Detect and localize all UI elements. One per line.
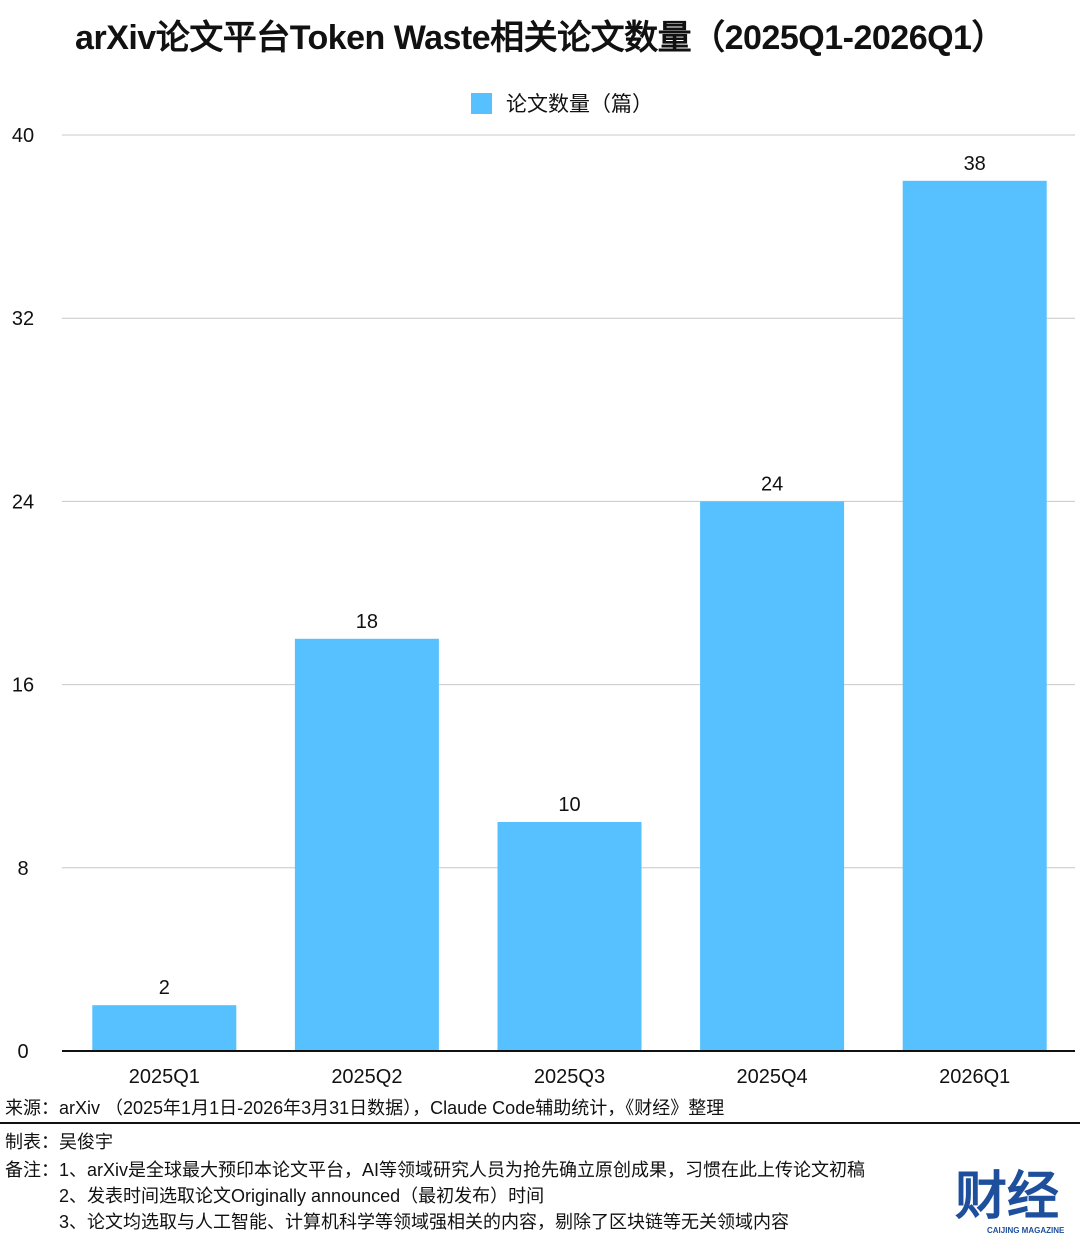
bar [294, 638, 439, 1051]
legend-label: 论文数量（篇） [506, 93, 653, 116]
y-tick-label: 16 [12, 675, 34, 697]
note-2: 2、发表时间选取论文Originally announced（最初发布）时间 [59, 1186, 545, 1206]
note-3: 3、论文均选取与人工智能、计算机科学等领域强相关的内容，剔除了区块链等无关领域内… [59, 1212, 790, 1232]
y-tick-label: 8 [17, 858, 28, 880]
plot-area: 0 8 16 24 32 40 2 2025Q1 18 2025Q2 10 2025Q3 24 2025Q… [12, 125, 1075, 1088]
bar [700, 501, 845, 1051]
notes-list: 1、arXiv是全球最大预印本论文平台，AI等领域研究人员为抢先确立原创成果，习… [59, 1157, 865, 1235]
y-tick-label: 0 [17, 1041, 28, 1063]
note-1: 1、arXiv是全球最大预印本论文平台，AI等领域研究人员为抢先确立原创成果，习… [59, 1160, 866, 1180]
data-label: 2 [159, 977, 170, 999]
bar [902, 180, 1047, 1052]
data-label: 10 [558, 794, 580, 816]
legend: 论文数量（篇） [471, 88, 653, 118]
y-tick-label: 24 [12, 491, 34, 513]
data-label: 24 [761, 473, 783, 495]
bar [497, 822, 642, 1051]
y-tick-label: 32 [12, 308, 34, 330]
x-tick-label: 2025Q1 [129, 1066, 200, 1088]
legend-swatch [471, 92, 492, 114]
x-tick-label: 2026Q1 [939, 1066, 1010, 1088]
caijing-logo: 财经 CAIJING MAGAZINE [955, 1168, 1075, 1240]
maker-note: 制表：吴俊宇 [5, 1132, 113, 1152]
logo-text: 财经 [955, 1167, 1060, 1227]
data-label: 38 [964, 153, 986, 175]
divider [0, 1122, 1080, 1124]
data-label: 18 [356, 611, 378, 633]
chart-title: arXiv论文平台Token Waste相关论文数量（2025Q1-2026Q1… [75, 19, 1005, 57]
source-note: 来源：arXiv （2025年1月1日-2026年3月31日数据），Claude… [5, 1098, 725, 1118]
y-tick-label: 40 [12, 125, 34, 147]
bar [92, 1005, 237, 1051]
x-tick-label: 2025Q3 [534, 1066, 605, 1088]
notes-block: 备注： 1、arXiv是全球最大预印本论文平台，AI等领域研究人员为抢先确立原创… [5, 1157, 865, 1235]
logo-subtext: CAIJING MAGAZINE [987, 1226, 1065, 1235]
notes-label: 备注： [5, 1160, 59, 1180]
x-tick-label: 2025Q2 [331, 1066, 402, 1088]
x-tick-label: 2025Q4 [737, 1066, 808, 1088]
